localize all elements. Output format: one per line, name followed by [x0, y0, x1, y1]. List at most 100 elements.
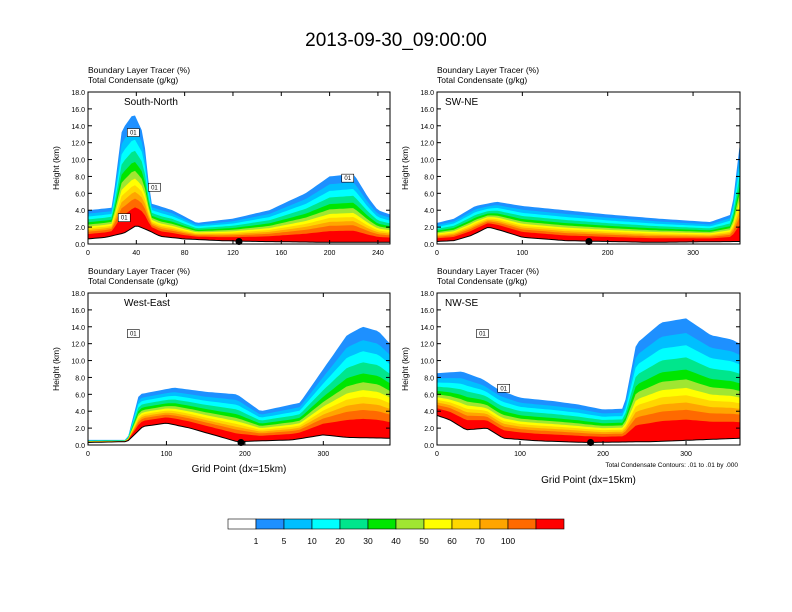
- colorbar-swatch: [311, 518, 341, 530]
- terrain-fill: [437, 227, 740, 244]
- colorbar-swatch: [367, 518, 397, 530]
- y-tick-label: 16.0: [420, 308, 434, 315]
- colorbar-swatch: [535, 518, 565, 530]
- colorbar-label: 60: [447, 536, 457, 546]
- page-title: 2013-09-30_09:00:00: [305, 30, 487, 51]
- y-tick-label: 0.0: [424, 443, 434, 450]
- y-tick-label: 2.0: [75, 225, 85, 232]
- panel-1: 0.0 2.0 4.0 6.0 8.0 10.0 12.0 14.0 16.0 18.0 0 100 2…: [400, 65, 741, 257]
- tracer-band-10: [437, 408, 740, 445]
- colorbar-label: 1: [254, 536, 259, 546]
- x-tick-label: 100: [514, 451, 526, 458]
- x-tick-label: 200: [597, 451, 609, 458]
- x-axis-label: Grid Point (dx=15km): [192, 464, 287, 475]
- y-tick-label: 12.0: [71, 342, 85, 349]
- header-line: Boundary Layer Tracer (%): [437, 65, 539, 75]
- y-tick-label: 10.0: [420, 158, 434, 165]
- contour-label-box: [127, 329, 140, 338]
- terrain-fill: [88, 226, 390, 244]
- footnote: Total Condensate Contours: .01 to .01 by…: [605, 462, 738, 469]
- y-tick-label: 6.0: [75, 191, 85, 198]
- y-tick-label: 14.0: [420, 124, 434, 131]
- header-line: Total Condensate (g/kg): [88, 75, 178, 85]
- y-tick-label: 10.0: [71, 158, 85, 165]
- tracer-band-10: [88, 207, 390, 244]
- colorbar-swatch: [479, 518, 509, 530]
- x-tick-label: 300: [680, 451, 692, 458]
- y-tick-label: 4.0: [75, 208, 85, 215]
- y-tick-label: 0.0: [424, 242, 434, 249]
- colorbar-swatch: [395, 518, 425, 530]
- contour-label-box: [117, 213, 131, 222]
- header-line: Boundary Layer Tracer (%): [88, 266, 190, 276]
- colorbar: 1 5 10 20 30 40 50 60 70 100: [227, 518, 565, 546]
- x-tick-label: 160: [275, 250, 287, 257]
- header-line: Total Condensate (g/kg): [437, 276, 527, 286]
- contour-label-box: [148, 182, 161, 192]
- x-tick-label: 100: [517, 250, 529, 257]
- y-tick-label: 4.0: [424, 208, 434, 215]
- contour-label: 01: [130, 332, 137, 338]
- x-tick-label: 0: [435, 451, 439, 458]
- y-tick-label: 2.0: [424, 426, 434, 433]
- colorbar-label: 100: [501, 536, 515, 546]
- x-tick-label: 300: [687, 250, 699, 257]
- y-tick-label: 14.0: [420, 325, 434, 332]
- plot-area: [437, 142, 740, 244]
- colorbar-label: 20: [335, 536, 345, 546]
- panel-3: 0.0 2.0 4.0 6.0 8.0 10.0 12.0 14.0 16.0 18.0 0 100 2…: [400, 266, 741, 486]
- y-axis-label: Height (km): [400, 146, 410, 190]
- colorbar-swatch: [423, 518, 453, 530]
- y-tick-label: 12.0: [420, 342, 434, 349]
- y-tick-label: 18.0: [420, 90, 434, 97]
- header-line: Boundary Layer Tracer (%): [437, 266, 539, 276]
- y-axis-label: Height (km): [51, 146, 61, 190]
- colorbar-label: 70: [475, 536, 485, 546]
- terrain-fill: [88, 423, 390, 445]
- cross-section-label: SW-NE: [445, 97, 478, 108]
- cross-section-label: West-East: [124, 298, 170, 309]
- contour-label: 01: [479, 332, 486, 338]
- x-tick-label: 0: [86, 250, 90, 257]
- y-tick-label: 18.0: [420, 291, 434, 298]
- colorbar-label: 5: [282, 536, 287, 546]
- y-tick-label: 6.0: [424, 392, 434, 399]
- cross-section-label: NW-SE: [445, 298, 478, 309]
- y-tick-label: 0.0: [75, 443, 85, 450]
- y-tick-label: 10.0: [420, 359, 434, 366]
- x-tick-label: 0: [435, 250, 439, 257]
- contour-label-box: [341, 173, 355, 183]
- y-tick-label: 16.0: [71, 107, 85, 114]
- colorbar-label: 40: [391, 536, 401, 546]
- y-tick-label: 18.0: [71, 90, 85, 97]
- x-tick-label: 100: [161, 451, 173, 458]
- y-tick-label: 12.0: [420, 141, 434, 148]
- contour-label-box: [127, 128, 140, 137]
- x-tick-label: 40: [132, 250, 140, 257]
- x-tick-label: 300: [317, 451, 329, 458]
- y-tick-label: 4.0: [424, 409, 434, 416]
- y-tick-label: 2.0: [424, 225, 434, 232]
- y-tick-label: 8.0: [424, 375, 434, 382]
- y-tick-label: 6.0: [75, 392, 85, 399]
- y-tick-label: 12.0: [71, 141, 85, 148]
- colorbar-swatch: [339, 518, 369, 530]
- header-line: Total Condensate (g/kg): [88, 276, 178, 286]
- colorbar-label: 10: [307, 536, 317, 546]
- contour-label: 01: [121, 216, 128, 222]
- y-tick-label: 8.0: [424, 174, 434, 181]
- plot-area: [88, 326, 390, 445]
- y-tick-label: 2.0: [75, 426, 85, 433]
- cross-section-label: South-North: [124, 97, 178, 108]
- y-tick-label: 8.0: [75, 375, 85, 382]
- header-line: Boundary Layer Tracer (%): [88, 65, 190, 75]
- colorbar-label: 50: [419, 536, 429, 546]
- colorbar-swatch: [255, 518, 285, 530]
- panel-2: 0.0 2.0 4.0 6.0 8.0 10.0 12.0 14.0 16.0 18.0 0 100 2…: [51, 266, 391, 475]
- y-axis-label: Height (km): [51, 347, 61, 391]
- y-tick-label: 18.0: [71, 291, 85, 298]
- terrain-fill: [437, 415, 740, 445]
- colorbar-swatch: [283, 518, 313, 530]
- y-tick-label: 8.0: [75, 174, 85, 181]
